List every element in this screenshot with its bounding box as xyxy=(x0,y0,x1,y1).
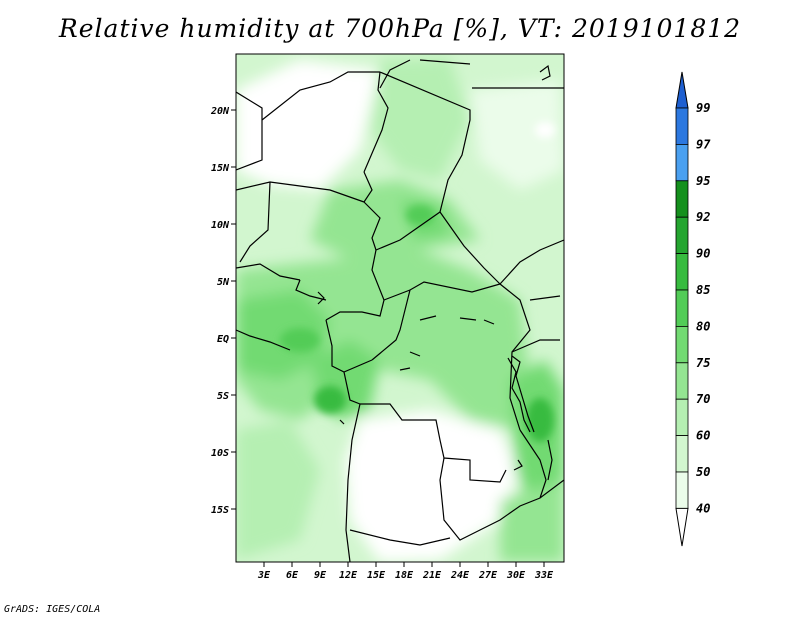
colorbar-segment xyxy=(675,289,689,327)
dry-zone-north xyxy=(236,60,380,190)
colorbar-label: 60 xyxy=(696,429,710,443)
footer-credit: GrADS: IGES/COLA xyxy=(4,604,101,615)
lat-label: EQ xyxy=(217,334,229,345)
dry-zone-northeast xyxy=(470,80,564,190)
lat-label: 15S xyxy=(211,505,229,516)
colorbar-segment xyxy=(675,143,689,182)
lat-label: 5N xyxy=(217,277,230,288)
colorbar-segment xyxy=(675,253,689,291)
colorbar-label: 99 xyxy=(696,101,710,115)
lon-label: 6E xyxy=(286,570,299,581)
moist-southwest xyxy=(236,420,320,560)
colorbar-label: 90 xyxy=(696,247,710,261)
colorbar: 99 97 95 92 90 85 80 75 70 60 50 40 xyxy=(675,71,711,547)
lon-label: 9E xyxy=(314,570,327,581)
colorbar-segment xyxy=(675,107,689,145)
lat-label: 10N xyxy=(211,220,230,231)
colorbar-label: 95 xyxy=(696,174,710,188)
colorbar-segment xyxy=(675,507,689,547)
colorbar-segment xyxy=(675,435,689,473)
lon-label: 21E xyxy=(422,570,442,581)
lon-label: 30E xyxy=(506,570,526,581)
colorbar-segment xyxy=(675,398,689,437)
colorbar-label: 50 xyxy=(696,465,710,479)
colorbar-label: 40 xyxy=(696,501,710,515)
lat-label: 20N xyxy=(210,106,230,117)
dry-zone-south xyxy=(345,410,520,562)
colorbar-label: 92 xyxy=(696,210,710,224)
lon-label: 12E xyxy=(339,570,358,581)
lat-label: 5S xyxy=(217,391,229,402)
colorbar-segment xyxy=(675,325,689,364)
lon-label: 27E xyxy=(478,570,498,581)
map-title: Relative humidity at 700hPa [%], VT: 201… xyxy=(58,14,742,43)
lon-label: 33E xyxy=(534,570,554,581)
colorbar-label: 75 xyxy=(696,356,710,370)
moist-band-west xyxy=(236,250,530,430)
colorbar-label: 70 xyxy=(696,392,710,406)
lon-axis: 3E 6E 9E 12E 15E 18E 21E 24E 27E 30E 33E xyxy=(257,562,554,581)
lat-label: 15N xyxy=(211,163,230,174)
map-frame xyxy=(235,53,565,563)
lon-label: 15E xyxy=(367,570,386,581)
colorbar-segment xyxy=(675,471,689,509)
lon-label: 24E xyxy=(450,570,470,581)
colorbar-segment xyxy=(675,362,689,400)
colorbar-segment xyxy=(675,71,689,109)
moist-southeast xyxy=(500,480,564,562)
colorbar-label: 80 xyxy=(696,319,710,333)
lon-label: 18E xyxy=(395,570,414,581)
moist-plume xyxy=(370,58,470,180)
moist-band-north xyxy=(310,180,480,260)
country-borders xyxy=(236,59,564,562)
colorbar-segment xyxy=(675,180,689,218)
lon-label: 3E xyxy=(257,570,271,581)
lat-axis: 20N 15N 10N 5N EQ 5S 10S 15S xyxy=(210,106,236,516)
colorbar-segment xyxy=(675,216,689,254)
colorbar-label: 97 xyxy=(696,137,711,151)
humidity-field xyxy=(236,54,564,562)
lat-label: 10S xyxy=(211,448,229,459)
colorbar-label: 85 xyxy=(696,283,710,297)
